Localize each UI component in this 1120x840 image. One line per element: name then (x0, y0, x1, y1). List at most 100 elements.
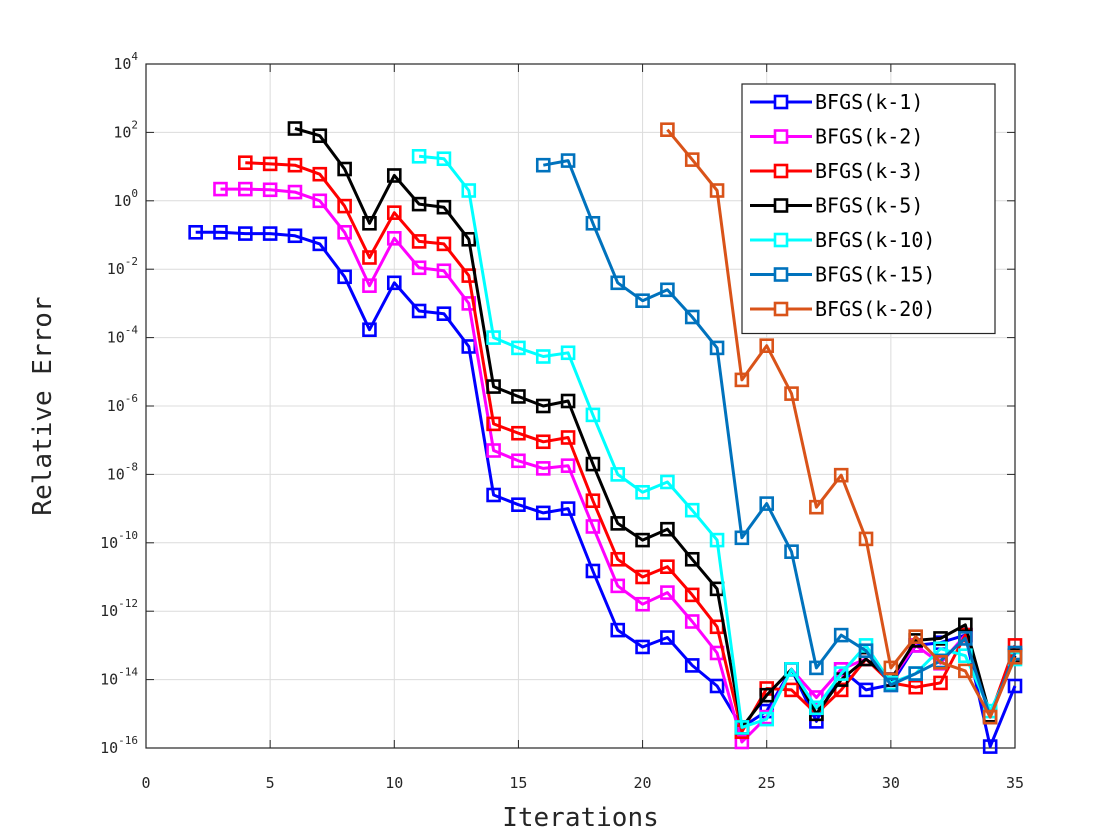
legend-marker-swatch (773, 267, 789, 282)
x-tick-label: 25 (758, 774, 776, 792)
data-point-marker (610, 622, 626, 638)
data-point-marker (635, 569, 650, 585)
y-tick-label: 10-4 (107, 324, 139, 347)
data-point-marker (535, 461, 551, 476)
data-point-marker (436, 199, 452, 215)
data-point-marker (238, 226, 253, 241)
legend-entry: BFGS(k-20) (750, 297, 935, 321)
data-point-marker (982, 709, 998, 725)
data-point-marker (883, 660, 899, 676)
data-point-marker (709, 183, 725, 198)
data-point-marker (411, 234, 427, 249)
data-point-marker (684, 587, 700, 603)
data-point-marker (610, 578, 626, 594)
data-point-marker (784, 544, 799, 559)
data-point-marker (858, 682, 874, 698)
data-point-marker (337, 269, 352, 285)
data-point-marker (436, 236, 452, 252)
x-tick-label: 0 (141, 774, 150, 792)
data-point-marker (362, 322, 377, 338)
data-point-marker (833, 627, 849, 643)
data-point-marker (660, 521, 675, 537)
data-point-marker (362, 215, 377, 231)
data-point-marker (585, 215, 601, 231)
data-point-marker (759, 338, 775, 353)
data-point-marker (610, 467, 626, 482)
legend-marker-swatch (773, 232, 789, 248)
legend-entry: BFGS(k-5) (750, 194, 923, 218)
axis-ticks: 0 5 10 15 20 25 30 35 104 102 100 10-2 10-4 10-6 10-8 1… (100, 50, 1024, 792)
legend-marker-swatch (773, 163, 789, 179)
data-point-marker (759, 496, 775, 511)
legend-marker-swatch (773, 129, 789, 144)
data-point-marker (734, 734, 750, 750)
data-point-marker (908, 629, 923, 644)
data-point-marker (684, 658, 700, 673)
data-point-marker (287, 121, 303, 136)
data-point-marker (809, 499, 824, 515)
y-tick-label: 100 (113, 187, 138, 210)
data-point-marker (535, 349, 551, 364)
data-point-marker (933, 631, 948, 646)
data-point-marker (585, 519, 601, 534)
data-point-marker (933, 675, 948, 691)
data-point-marker (759, 711, 775, 727)
data-point-marker (535, 505, 551, 521)
legend-label: BFGS(k-2) (815, 125, 923, 149)
y-tick-label: 102 (113, 118, 138, 141)
data-point-marker (411, 149, 427, 164)
data-point-marker (461, 183, 477, 198)
data-point-marker (461, 231, 477, 247)
data-point-marker (362, 250, 377, 265)
data-point-marker (386, 168, 402, 183)
legend-label: BFGS(k-10) (815, 228, 935, 252)
data-point-marker (535, 157, 551, 173)
y-tick-label: 10-8 (107, 460, 138, 483)
y-tick-label: 10-14 (100, 666, 138, 689)
data-point-marker (660, 630, 675, 645)
data-point-marker (511, 497, 526, 513)
data-point-marker (734, 720, 750, 735)
legend-entry: BFGS(k-2) (750, 125, 923, 149)
data-point-marker (486, 416, 501, 432)
legend-marker-swatch (773, 94, 789, 110)
data-point-marker (585, 493, 601, 509)
y-tick-label: 10-16 (100, 734, 138, 757)
data-point-marker (262, 226, 278, 241)
data-point-marker (784, 662, 799, 677)
series-line (543, 159, 1017, 719)
data-point-marker (660, 122, 675, 137)
data-point-marker (535, 398, 551, 414)
data-point-marker (709, 532, 725, 548)
data-point-marker (684, 152, 700, 167)
data-series (188, 121, 1023, 754)
data-point-marker (312, 166, 328, 182)
data-point-marker (386, 231, 402, 246)
data-point-marker (610, 275, 626, 291)
series-line (195, 230, 1017, 749)
data-point-marker (684, 614, 700, 629)
data-point-marker (635, 293, 650, 308)
data-point-marker (560, 153, 576, 168)
data-point-marker (684, 309, 700, 325)
data-point-marker (1007, 649, 1023, 665)
data-point-marker (833, 666, 849, 681)
data-point-marker (535, 434, 551, 450)
data-point-marker (883, 677, 899, 693)
data-point-marker (238, 181, 253, 197)
data-point-marker (337, 224, 352, 240)
data-point-marker (486, 487, 501, 503)
y-tick-label: 104 (113, 50, 138, 73)
data-point-marker (759, 687, 775, 703)
data-point-marker (312, 193, 328, 209)
data-point-marker (436, 306, 452, 321)
data-point-marker (262, 156, 278, 172)
legend-entry: BFGS(k-1) (750, 90, 923, 114)
x-tick-label: 5 (266, 774, 275, 792)
data-point-marker (784, 386, 799, 401)
data-point-marker (610, 516, 626, 531)
y-tick-label: 10-12 (100, 597, 138, 620)
data-point-marker (386, 275, 402, 291)
data-point-marker (610, 551, 626, 567)
data-point-marker (560, 393, 576, 409)
